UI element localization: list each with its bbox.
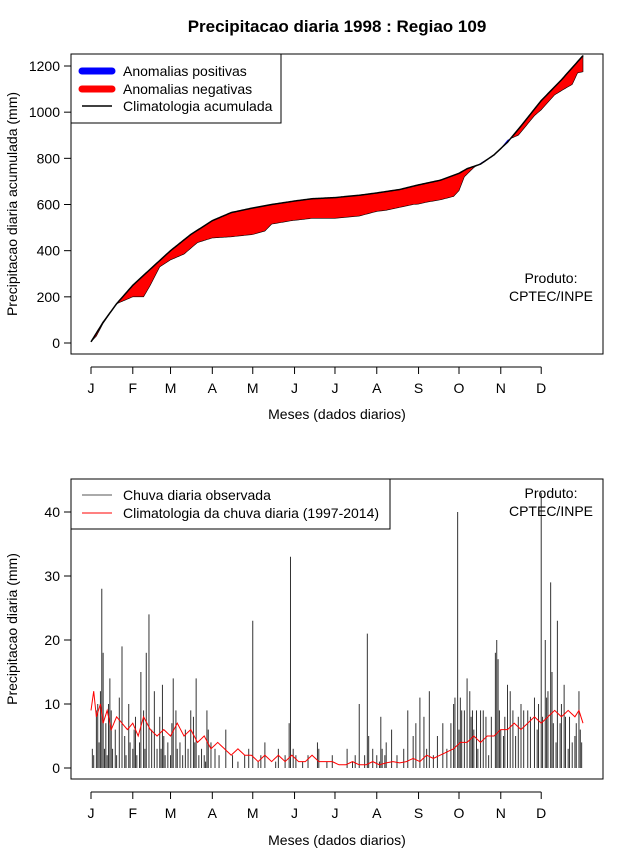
daily-legend-box [70,478,391,530]
legend-label-negative: Anomalias negativas [123,81,252,97]
daily-legend: Chuva diaria observada Climatologia da c… [70,478,391,530]
cumulative-x-tick-label: J [88,380,95,396]
cumulative-y-tick-label: 200 [37,289,61,305]
cumulative-y-tick-label: 1200 [29,58,60,74]
daily-x-axis-label: Meses (dados diarios) [268,832,406,848]
cumulative-x-tick-label: J [291,380,298,396]
daily-climatology-line [90,691,584,766]
cumulative-y-axis-label: Precipitacao diaria acumulada (mm) [4,92,20,316]
daily-y-axis: 0 10 20 30 40 [44,504,72,776]
daily-annotation-line2: CPTEC/INPE [509,503,593,519]
daily-y-tick-label: 10 [44,696,60,712]
cumulative-y-axis: 0 200 400 600 800 1000 1200 [29,58,72,351]
cumulative-annotation-line1: Produto: [525,270,578,286]
cumulative-y-tick-label: 400 [37,243,61,259]
cumulative-y-tick-label: 800 [37,150,61,166]
daily-x-tick-label: M [165,805,177,821]
chart-title: Precipitacao diaria 1998 : Regiao 109 [188,17,487,36]
cumulative-x-tick-label: M [247,380,259,396]
daily-x-tick-label: O [454,805,465,821]
cumulative-y-tick-label: 0 [52,335,60,351]
cumulative-y-tick-label: 1000 [29,104,60,120]
daily-y-tick-label: 20 [44,632,60,648]
cumulative-x-tick-label: A [208,380,218,396]
daily-x-tick-label: A [372,805,382,821]
daily-x-tick-label: J [291,805,298,821]
daily-x-tick-label: M [247,805,259,821]
cumulative-x-tick-label: F [129,380,138,396]
daily-y-tick-label: 30 [44,568,60,584]
daily-x-tick-label: J [331,805,338,821]
legend-label-climatology-daily: Climatologia da chuva diaria (1997-2014) [123,505,379,521]
cumulative-x-tick-label: N [496,380,506,396]
cumulative-y-tick-label: 600 [37,197,61,213]
daily-x-tick-label: S [414,805,423,821]
cumulative-x-tick-label: S [414,380,423,396]
cumulative-legend: Anomalias positivas Anomalias negativas … [70,53,282,124]
cumulative-plot-area [90,54,584,343]
legend-label-observed-daily: Chuva diaria observada [123,487,271,503]
legend-label-climatology: Climatologia acumulada [123,98,273,114]
daily-annotation-line1: Produto: [525,485,578,501]
daily-y-axis-label: Precipitacao diaria (mm) [4,553,20,705]
daily-y-tick-label: 40 [44,504,60,520]
cumulative-x-tick-label: A [372,380,382,396]
cumulative-x-tick-label: D [536,380,546,396]
daily-y-tick-label: 0 [52,760,60,776]
legend-label-positive: Anomalias positivas [123,63,247,79]
cumulative-x-axis-label: Meses (dados diarios) [268,406,406,422]
daily-x-tick-label: N [496,805,506,821]
climatology-accumulated-line [90,55,584,343]
daily-x-tick-label: A [208,805,218,821]
cumulative-annotation-line2: CPTEC/INPE [509,288,593,304]
daily-plot-area [90,492,584,768]
daily-x-tick-label: F [129,805,138,821]
daily-x-tick-label: D [536,805,546,821]
cumulative-chart: 0 200 400 600 800 1000 1200 J F M A M J J A S O N D Meses… [4,53,604,422]
cumulative-x-tick-label: O [454,380,465,396]
daily-x-tick-label: J [88,805,95,821]
cumulative-x-tick-label: J [331,380,338,396]
daily-chart: 0 10 20 30 40 J F M A M J J A S O N D Meses (dados diar… [4,478,604,848]
cumulative-x-tick-label: M [165,380,177,396]
